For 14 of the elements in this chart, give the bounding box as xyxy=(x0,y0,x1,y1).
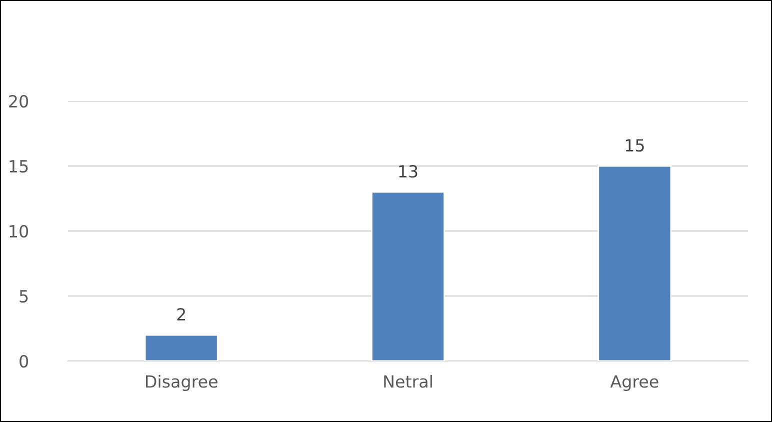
bar xyxy=(144,334,218,361)
x-tick-label: Agree xyxy=(610,375,658,392)
data-label: 2 xyxy=(177,308,185,320)
y-tick-label: 0 xyxy=(20,354,28,368)
x-tick-label: Netral xyxy=(384,374,432,388)
y-tick-label: 10 xyxy=(10,224,28,238)
y-tick-label: 5 xyxy=(20,290,28,303)
y-tick-label: 15 xyxy=(10,160,28,173)
bar xyxy=(371,191,445,361)
data-label: 15 xyxy=(626,139,644,152)
y-tick-label: 20 xyxy=(9,94,28,108)
bar xyxy=(598,165,672,361)
data-label: 13 xyxy=(399,165,418,178)
x-tick-label: Disagree xyxy=(146,374,218,392)
